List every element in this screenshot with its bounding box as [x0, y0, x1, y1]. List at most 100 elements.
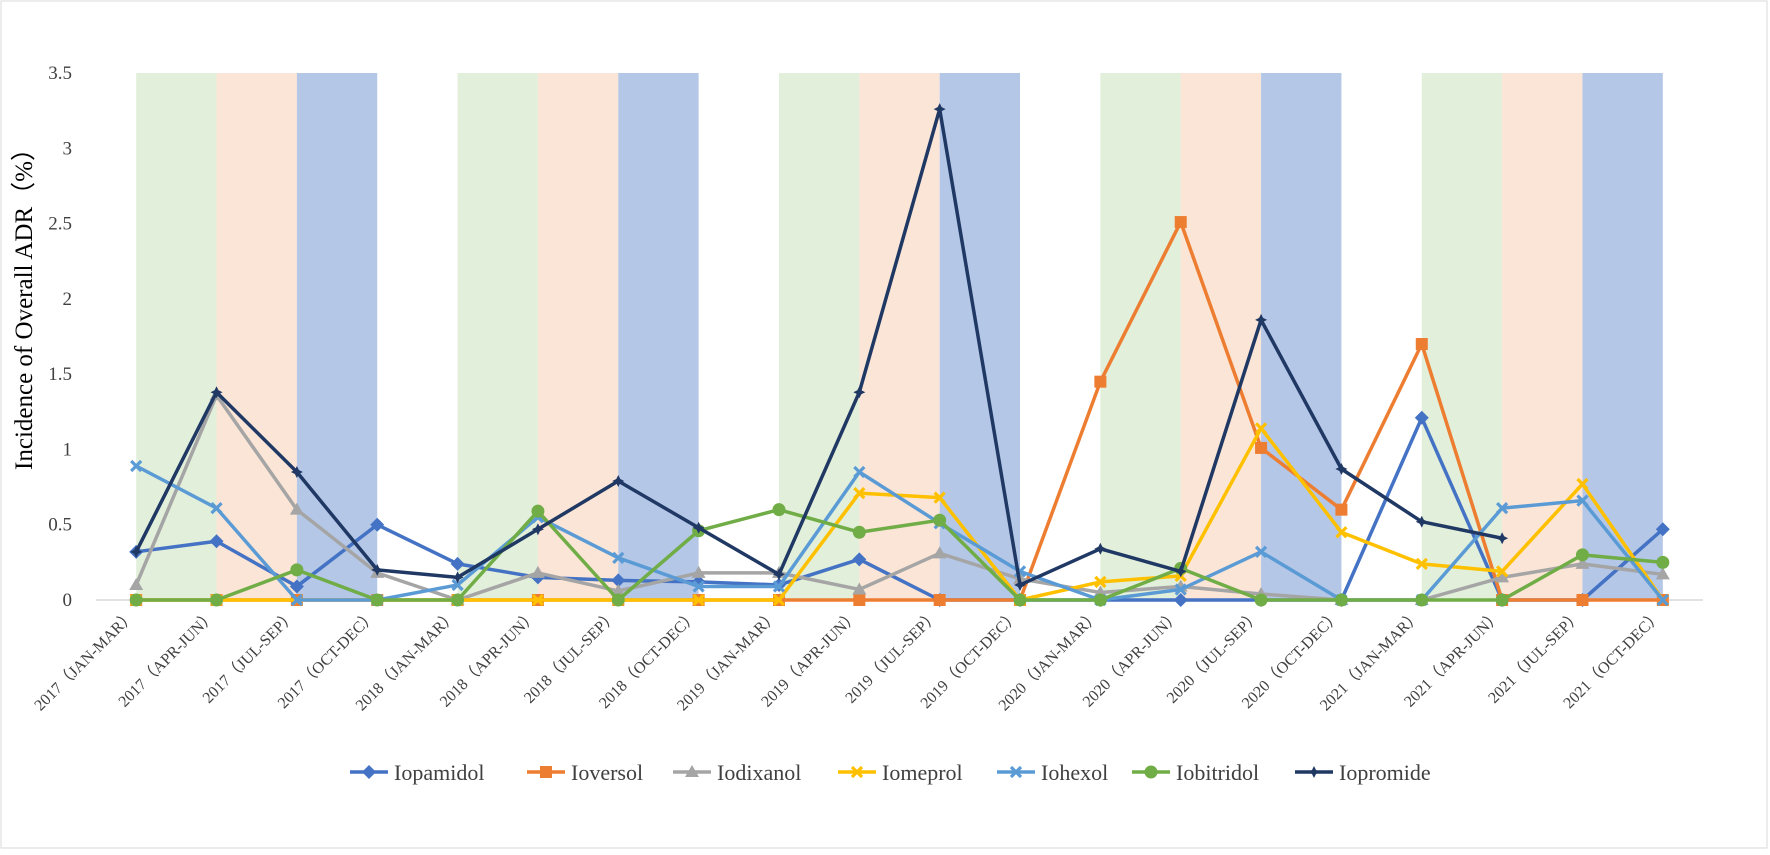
data-point	[1495, 593, 1509, 607]
series-iobitridol	[129, 503, 1670, 607]
data-point	[852, 582, 867, 595]
data-point	[692, 593, 705, 607]
data-point	[1094, 542, 1107, 555]
background-band	[1502, 73, 1583, 600]
y-tick-label: 0.5	[48, 515, 72, 536]
data-point	[531, 523, 544, 536]
background-band	[1582, 73, 1663, 600]
data-point	[210, 386, 223, 399]
data-point	[210, 593, 224, 607]
data-point	[1094, 575, 1107, 589]
legend-item: Iodixanol	[673, 760, 801, 785]
data-point	[1009, 765, 1023, 779]
data-point	[933, 103, 946, 116]
data-point	[772, 593, 786, 607]
data-point	[451, 571, 464, 584]
data-point	[289, 502, 304, 515]
data-point	[1174, 583, 1187, 596]
data-point	[933, 594, 946, 606]
data-point	[451, 593, 465, 607]
y-tick-label: 2.5	[48, 214, 72, 235]
data-point	[290, 593, 304, 607]
data-point	[1415, 338, 1428, 351]
data-point	[933, 513, 947, 527]
data-point	[531, 504, 545, 518]
data-point	[1254, 422, 1268, 435]
legend-item: Iopromide	[1295, 760, 1431, 785]
data-point	[371, 563, 384, 576]
data-point	[1495, 502, 1509, 515]
data-point	[210, 502, 223, 515]
data-point	[1093, 593, 1107, 607]
data-point	[1335, 526, 1348, 539]
legend-label: Ioversol	[571, 760, 643, 785]
background-band	[618, 73, 699, 600]
background-band	[136, 73, 217, 600]
legend-item: Iobitridol	[1132, 760, 1259, 785]
legend-label: Iobitridol	[1176, 760, 1259, 785]
background-band	[216, 73, 297, 600]
data-point	[1254, 593, 1268, 607]
data-point	[1335, 503, 1348, 516]
data-point	[1308, 766, 1320, 778]
data-point	[1655, 522, 1670, 537]
series-line	[136, 507, 1663, 602]
data-point	[1496, 532, 1509, 545]
data-point	[1254, 545, 1268, 558]
data-point	[685, 765, 699, 777]
data-point	[1414, 410, 1429, 425]
data-point	[932, 546, 947, 559]
data-point	[1174, 565, 1187, 578]
data-point	[612, 475, 625, 488]
data-point	[289, 579, 304, 594]
background-band	[1261, 73, 1342, 600]
data-point	[290, 466, 303, 479]
y-tick-label: 1.5	[48, 364, 72, 385]
data-point	[1576, 477, 1589, 491]
data-point	[370, 593, 384, 607]
legend-label: Iopamidol	[394, 760, 484, 785]
series-lines	[129, 103, 1670, 607]
data-point	[852, 552, 867, 567]
data-point	[612, 551, 625, 564]
y-tick-label: 1	[63, 439, 73, 460]
data-point	[852, 525, 866, 539]
y-axis-title: Incidence of Overall ADR（%）	[10, 136, 38, 470]
legend-label: Iohexol	[1041, 760, 1108, 785]
data-point	[850, 765, 864, 779]
data-point	[1014, 578, 1027, 591]
data-point	[1415, 557, 1428, 570]
data-point	[1173, 593, 1188, 607]
legend-label: Iodixanol	[717, 760, 801, 785]
series-line	[134, 107, 1503, 587]
data-point	[691, 565, 706, 578]
data-point	[853, 386, 866, 399]
data-point	[1656, 555, 1670, 569]
data-point	[290, 563, 304, 577]
data-point	[1144, 765, 1158, 779]
data-point	[692, 521, 705, 534]
data-point	[362, 765, 376, 779]
data-point	[1575, 556, 1590, 569]
data-point	[1334, 593, 1348, 607]
data-point	[1495, 570, 1510, 583]
data-point	[772, 503, 786, 517]
data-point	[611, 593, 625, 607]
data-point	[1255, 313, 1268, 326]
legend-item: Iopamidol	[350, 760, 484, 785]
series-iopromide	[130, 103, 1509, 591]
legend-label: Iomeprol	[882, 760, 963, 785]
data-point	[129, 577, 144, 590]
data-point	[130, 459, 143, 473]
background-band	[537, 73, 619, 600]
legend-label: Iopromide	[1339, 760, 1431, 785]
data-point	[772, 568, 785, 581]
data-point	[611, 573, 626, 588]
y-tick-label: 2	[63, 289, 73, 310]
data-point	[772, 580, 786, 593]
data-point	[853, 465, 866, 479]
legend-item: Iohexol	[997, 760, 1108, 785]
data-point	[370, 517, 385, 532]
